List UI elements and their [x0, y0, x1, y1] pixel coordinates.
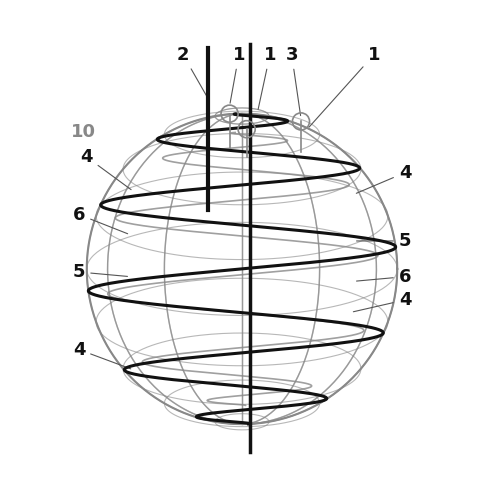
Text: 5: 5: [73, 263, 127, 281]
Text: 5: 5: [357, 232, 411, 250]
Text: 4: 4: [356, 164, 411, 193]
Text: 1: 1: [258, 46, 276, 109]
Text: 4: 4: [73, 341, 131, 369]
Text: 4: 4: [353, 291, 411, 312]
Text: 4: 4: [80, 148, 131, 190]
Text: 2: 2: [177, 46, 207, 96]
Text: 1: 1: [230, 46, 245, 103]
Text: 6: 6: [357, 267, 411, 285]
Text: 1: 1: [309, 46, 380, 127]
Text: 6: 6: [73, 206, 128, 234]
Text: 3: 3: [286, 46, 301, 116]
Text: 10: 10: [71, 123, 96, 141]
